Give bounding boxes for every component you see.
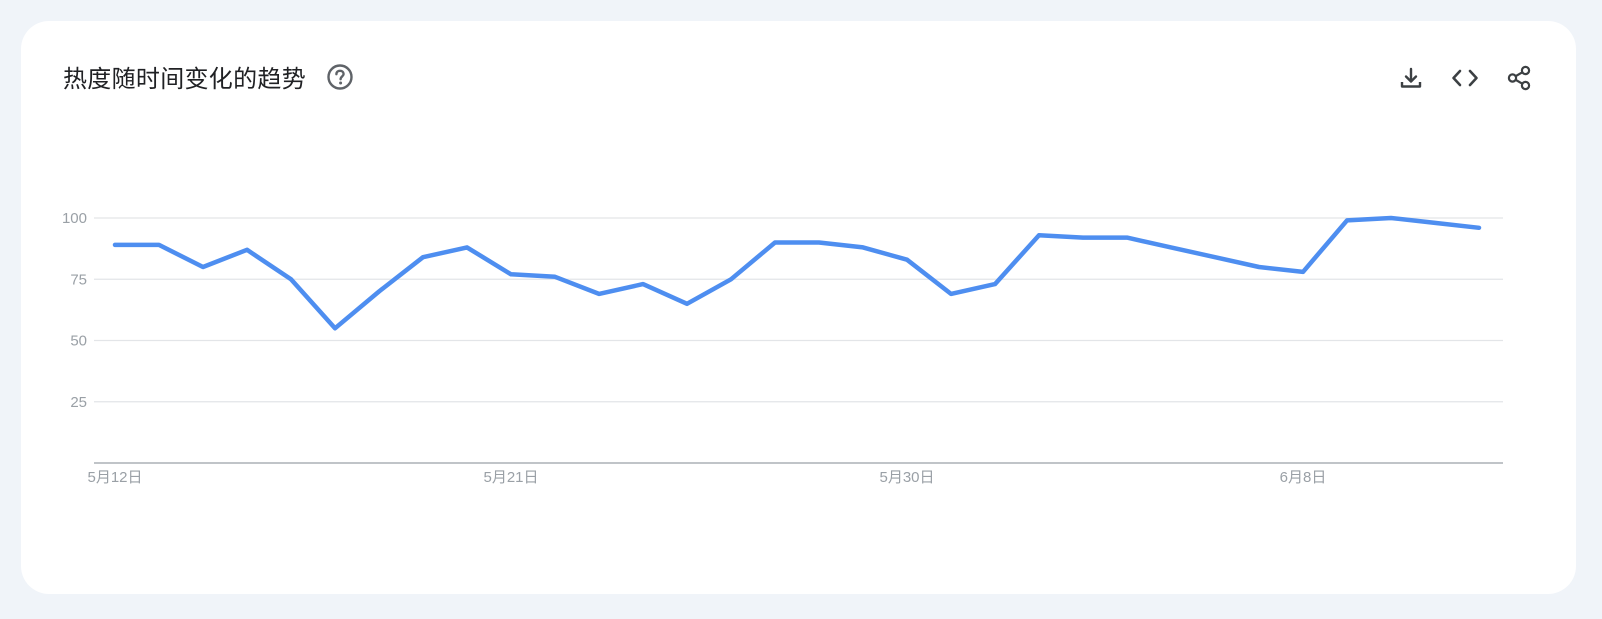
series-layer: [107, 210, 1487, 336]
data-point[interactable]: [1295, 264, 1311, 280]
chart-header: 热度随时间变化的趋势: [63, 59, 354, 94]
data-point[interactable]: [547, 269, 563, 285]
embed-button[interactable]: [1448, 61, 1482, 95]
x-tick-label: 5月12日: [87, 469, 142, 486]
data-point[interactable]: [1075, 230, 1091, 246]
chart-card: 热度随时间变化的趋势: [21, 21, 1576, 594]
data-point[interactable]: [1383, 210, 1399, 226]
data-point[interactable]: [415, 249, 431, 265]
data-point[interactable]: [151, 237, 167, 253]
data-point[interactable]: [1119, 230, 1135, 246]
data-point[interactable]: [1163, 239, 1179, 255]
data-point[interactable]: [1427, 215, 1443, 231]
series-line: [112, 215, 1482, 331]
data-point[interactable]: [943, 286, 959, 302]
x-tick-label: 5月21日: [483, 469, 538, 486]
data-point[interactable]: [811, 235, 827, 251]
data-point[interactable]: [107, 237, 123, 253]
x-tick-label: 5月30日: [879, 469, 934, 486]
data-point[interactable]: [283, 271, 299, 287]
data-point[interactable]: [635, 276, 651, 292]
data-point[interactable]: [1031, 227, 1047, 243]
y-tick-label: 100: [62, 210, 87, 227]
data-point[interactable]: [679, 296, 695, 312]
help-circle-icon[interactable]: [326, 63, 354, 91]
data-point[interactable]: [1471, 220, 1487, 236]
download-button[interactable]: [1394, 61, 1428, 95]
data-point[interactable]: [591, 286, 607, 302]
download-icon: [1400, 67, 1422, 88]
code-icon: [1452, 69, 1478, 87]
data-point[interactable]: [195, 259, 211, 275]
data-point[interactable]: [855, 239, 871, 255]
data-point[interactable]: [1207, 249, 1223, 265]
data-point[interactable]: [239, 242, 255, 258]
data-point[interactable]: [899, 252, 915, 268]
trend-chart: 25 50 75 100 5月12日 5月21日 5月30日 6月8日: [62, 210, 1503, 486]
data-point[interactable]: [1251, 259, 1267, 275]
share-icon: [1507, 65, 1531, 91]
chart-title: 热度随时间变化的趋势: [63, 65, 306, 93]
x-tick-label: 6月8日: [1280, 469, 1327, 486]
y-tick-label: 75: [70, 271, 87, 288]
data-point[interactable]: [459, 239, 475, 255]
data-point[interactable]: [327, 320, 343, 336]
data-point[interactable]: [503, 266, 519, 282]
data-point[interactable]: [987, 276, 1003, 292]
data-point[interactable]: [371, 284, 387, 300]
data-point[interactable]: [1339, 212, 1355, 228]
data-point[interactable]: [767, 235, 783, 251]
y-tick-label: 25: [70, 394, 87, 411]
y-tick-label: 50: [70, 333, 87, 350]
share-button[interactable]: [1502, 61, 1536, 95]
gridlines: [94, 217, 1503, 464]
chart-actions: [1394, 61, 1536, 95]
tick-labels: 25 50 75 100 5月12日 5月21日 5月30日 6月8日: [62, 210, 1326, 486]
data-point[interactable]: [723, 271, 739, 287]
